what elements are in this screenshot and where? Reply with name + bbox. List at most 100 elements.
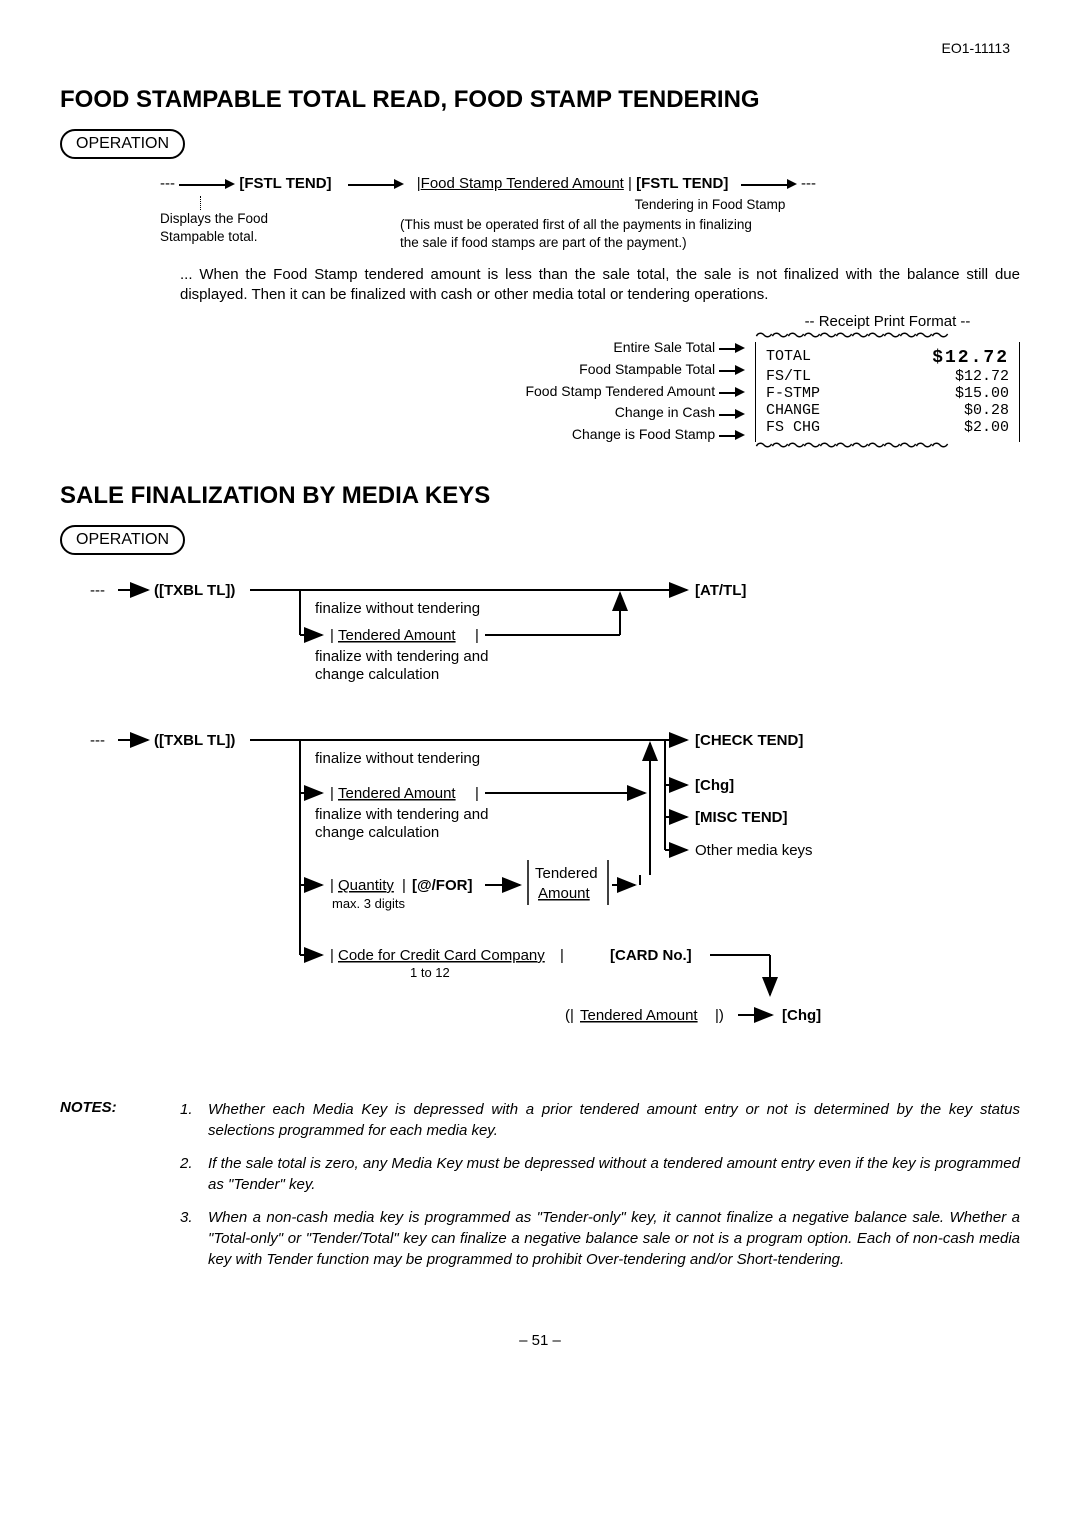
receipt-label: Entire Sale Total (613, 339, 715, 355)
svg-text:Tendered Amount: Tendered Amount (338, 785, 456, 802)
notes-label: NOTES: (60, 1099, 180, 1282)
arrow-right-icon (179, 179, 235, 189)
receipt-value: $12.72 (955, 368, 1009, 385)
svg-text:change calculation: change calculation (315, 824, 439, 841)
svg-text:Tendered Amount: Tendered Amount (338, 627, 456, 644)
receipt-key: TOTAL (766, 348, 811, 368)
note-text: If the sale total is zero, any Media Key… (208, 1153, 1020, 1195)
note-item: 2.If the sale total is zero, any Media K… (180, 1153, 1020, 1195)
svg-text:Amount: Amount (538, 885, 591, 902)
fstl-tend-1: [FSTL TEND] (239, 175, 331, 192)
tender-caption: Tendering in Food Stamp (400, 196, 1020, 214)
svg-text:([TXBL TL]): ([TXBL TL]) (154, 582, 235, 599)
notes-list: 1.Whether each Media Key is depressed wi… (180, 1099, 1020, 1282)
svg-text:([TXBL TL]): ([TXBL TL]) (154, 732, 235, 749)
svg-text:[MISC TEND]: [MISC TEND] (695, 809, 788, 826)
receipt-key: FS/TL (766, 368, 811, 385)
svg-text:finalize with tendering and: finalize with tendering and (315, 806, 488, 823)
svg-text:(|: (| (565, 1007, 574, 1024)
svg-text:Tendered: Tendered (535, 865, 598, 882)
svg-text:finalize with tendering and: finalize with tendering and (315, 648, 488, 665)
wave-top: 〜〜〜〜〜〜〜〜〜〜〜〜 (755, 332, 1020, 342)
svg-text:|: | (560, 947, 564, 964)
arrow-right-icon (719, 387, 745, 397)
section1-body: ... When the Food Stamp tendered amount … (180, 265, 1020, 306)
receipt-label: Food Stamp Tendered Amount (525, 383, 715, 399)
receipt-key: FS CHG (766, 419, 820, 436)
tender-note: Tendering in Food Stamp (This must be op… (400, 196, 1020, 253)
fstl-tend-2: [FSTL TEND] (636, 175, 728, 192)
arrow-right-icon (719, 365, 745, 375)
svg-text:[AT/TL]: [AT/TL] (695, 582, 746, 599)
section2-title: SALE FINALIZATION BY MEDIA KEYS (60, 482, 1020, 510)
receipt-value: $0.28 (964, 402, 1009, 419)
receipt-label: Change in Cash (615, 404, 715, 420)
receipt-row: F-STMP $15.00 (766, 385, 1009, 402)
operation-badge-2: OPERATION (60, 525, 185, 555)
pipe: | (628, 175, 632, 192)
doc-id: EO1-11113 (60, 40, 1020, 56)
note-text: When a non-cash media key is programmed … (208, 1207, 1020, 1270)
receipt-label: Food Stampable Total (579, 361, 715, 377)
svg-text:Quantity: Quantity (338, 877, 394, 894)
arrow-right-icon (719, 343, 745, 353)
receipt-key: CHANGE (766, 402, 820, 419)
wave-bottom: 〜〜〜〜〜〜〜〜〜〜〜〜 (755, 442, 1020, 452)
svg-text:---: --- (90, 582, 105, 599)
svg-text:[Chg]: [Chg] (695, 777, 734, 794)
svg-text:[Chg]: [Chg] (782, 1007, 821, 1024)
svg-text:|: | (475, 785, 479, 802)
receipt-body: TOTAL$12.72FS/TL$12.72F-STMP$15.00CHANGE… (755, 342, 1020, 442)
receipt-caption: -- Receipt Print Format -- (755, 313, 1020, 330)
svg-text:finalize without tendering: finalize without tendering (315, 600, 480, 617)
receipt-pointer-labels: Entire Sale Total Food Stampable Total F… (525, 313, 745, 452)
fs-tendered-amount-label: Food Stamp Tendered Amount (421, 175, 624, 192)
arrow-right-icon (719, 409, 745, 419)
svg-text:|: | (475, 627, 479, 644)
note-item: 1.Whether each Media Key is depressed wi… (180, 1099, 1020, 1141)
svg-text:|: | (330, 785, 334, 802)
svg-text:Tendered Amount: Tendered Amount (580, 1007, 698, 1024)
svg-text:1 to 12: 1 to 12 (410, 965, 450, 980)
svg-text:|: | (330, 947, 334, 964)
displays-line2: Stampable total. (160, 228, 330, 246)
svg-text:finalize without tendering: finalize without tendering (315, 750, 480, 767)
page-number: – 51 – (60, 1332, 1020, 1349)
notes-block: NOTES: 1.Whether each Media Key is depre… (60, 1099, 1020, 1282)
dashes: --- (160, 175, 175, 192)
note-number: 2. (180, 1153, 208, 1195)
arrow-right-icon (741, 179, 797, 189)
section1-title: FOOD STAMPABLE TOTAL READ, FOOD STAMP TE… (60, 86, 1020, 114)
tender-note-line2: the sale if food stamps are part of the … (400, 234, 1020, 252)
receipt-row: FS CHG $2.00 (766, 419, 1009, 436)
receipt-key: F-STMP (766, 385, 820, 402)
receipt-value: $2.00 (964, 419, 1009, 436)
receipt-box: -- Receipt Print Format -- 〜〜〜〜〜〜〜〜〜〜〜〜 … (755, 313, 1020, 452)
receipt-row: TOTAL $12.72 (766, 348, 1009, 368)
note-item: 3.When a non-cash media key is programme… (180, 1207, 1020, 1270)
receipt-row: CHANGE $0.28 (766, 402, 1009, 419)
svg-text:|: | (330, 627, 334, 644)
arrow-right-icon (348, 179, 404, 189)
operation-badge-1: OPERATION (60, 129, 185, 159)
svg-text:Other media keys: Other media keys (695, 842, 813, 859)
svg-text:|): |) (715, 1007, 724, 1024)
receipt-row: FS/TL $12.72 (766, 368, 1009, 385)
displays-line1: Displays the Food (160, 210, 330, 228)
dashes: --- (801, 175, 816, 192)
svg-text:change calculation: change calculation (315, 666, 439, 683)
note-number: 1. (180, 1099, 208, 1141)
flow-line-main: --- [FSTL TEND] |Food Stamp Tendered Amo… (160, 175, 1020, 192)
note-number: 3. (180, 1207, 208, 1270)
displays-note: Displays the Food Stampable total. (160, 196, 330, 253)
svg-text:Code for Credit Card Company: Code for Credit Card Company (338, 947, 545, 964)
tender-note-line1: (This must be operated first of all the … (400, 216, 1020, 234)
svg-text:[CHECK TEND]: [CHECK TEND] (695, 732, 803, 749)
receipt-value: $15.00 (955, 385, 1009, 402)
svg-text:[CARD No.]: [CARD No.] (610, 947, 692, 964)
note-text: Whether each Media Key is depressed with… (208, 1099, 1020, 1141)
receipt-value: $12.72 (932, 348, 1009, 368)
svg-text:---: --- (90, 732, 105, 749)
svg-text:|: | (330, 877, 334, 894)
arrow-right-icon (719, 430, 745, 440)
